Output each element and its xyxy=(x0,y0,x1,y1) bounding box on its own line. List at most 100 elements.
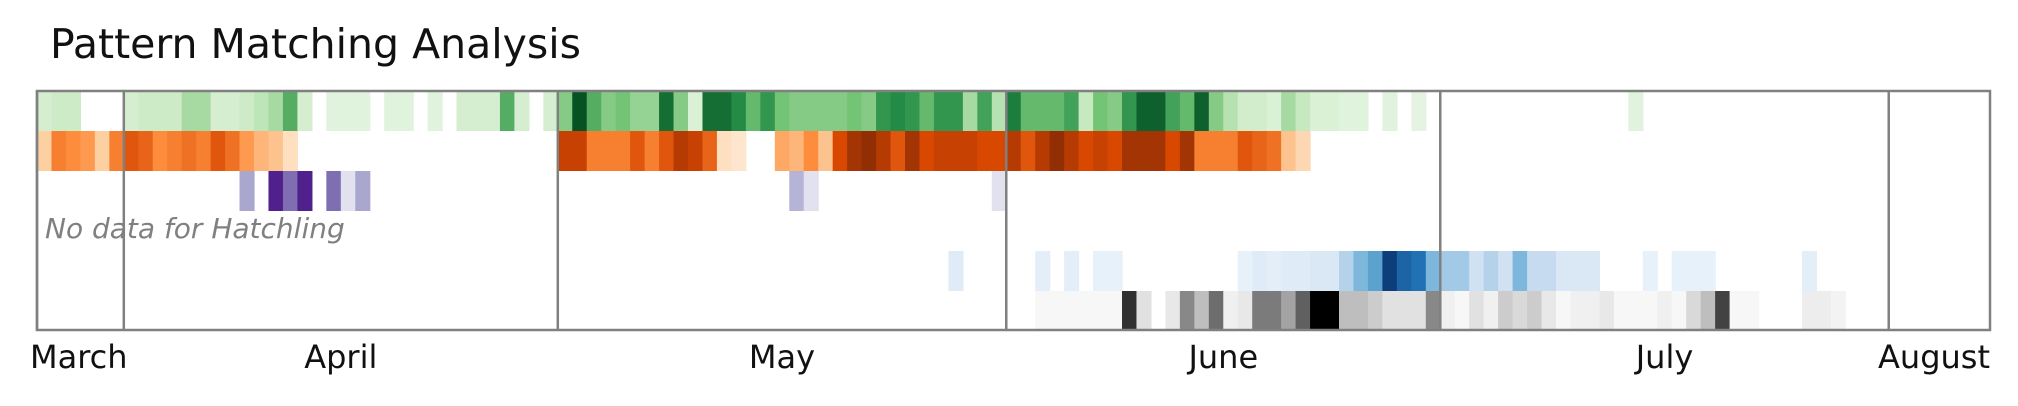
heat-cell-green xyxy=(485,91,501,131)
heat-cell-purple xyxy=(803,171,819,211)
heat-cell-blue xyxy=(1425,251,1441,291)
heat-cell-orange xyxy=(94,131,110,171)
heat-cell-green xyxy=(181,91,197,131)
chart-title: Pattern Matching Analysis xyxy=(50,20,581,68)
heat-cell-green xyxy=(731,91,747,131)
heat-cell-gray xyxy=(1556,291,1572,331)
heat-cell-blue xyxy=(1642,251,1658,291)
heat-cell-orange xyxy=(80,131,96,171)
heat-cell-gray xyxy=(1425,291,1441,331)
heat-cell-green xyxy=(760,91,776,131)
heat-cell-orange xyxy=(572,131,588,171)
heat-cell-green xyxy=(543,91,559,131)
heat-cell-gray xyxy=(1281,291,1297,331)
heat-cell-blue xyxy=(1469,251,1485,291)
heat-cell-orange xyxy=(1194,131,1210,171)
heat-cell-green xyxy=(268,91,284,131)
heat-cell-gray xyxy=(1801,291,1817,331)
heat-cell-gray xyxy=(1830,291,1846,331)
heat-cell-green xyxy=(297,91,313,131)
heat-cell-green xyxy=(1122,91,1138,131)
heat-cell-orange xyxy=(282,131,298,171)
heat-cell-green xyxy=(1165,91,1181,131)
heat-cell-green xyxy=(818,91,834,131)
heat-cell-gray xyxy=(1367,291,1383,331)
heat-cell-blue xyxy=(1570,251,1586,291)
heat-cell-purple xyxy=(355,171,371,211)
heat-cell-green xyxy=(65,91,81,131)
heat-cell-blue xyxy=(1801,251,1817,291)
heat-cell-gray xyxy=(1064,291,1080,331)
heat-cell-gray xyxy=(1700,291,1716,331)
heat-cell-orange xyxy=(1165,131,1181,171)
heat-cell-green xyxy=(1237,91,1253,131)
heat-cell-green xyxy=(832,91,848,131)
heat-cell-green xyxy=(1049,91,1065,131)
heat-cell-orange xyxy=(933,131,949,171)
heat-cell-orange xyxy=(615,131,631,171)
heat-cell-green xyxy=(977,91,993,131)
heat-cell-purple xyxy=(268,171,284,211)
heat-cell-gray xyxy=(1324,291,1340,331)
heat-cell-orange xyxy=(861,131,877,171)
heat-cell-gray xyxy=(1483,291,1499,331)
heat-cell-orange xyxy=(731,131,747,171)
heat-cell-green xyxy=(499,91,515,131)
heat-cell-orange xyxy=(109,131,125,171)
plot-border xyxy=(35,89,1992,332)
heat-cell-green xyxy=(1324,91,1340,131)
heat-cell-green xyxy=(1107,91,1123,131)
heat-cell-orange xyxy=(167,131,183,171)
heat-cell-green xyxy=(890,91,906,131)
heat-cell-green xyxy=(803,91,819,131)
heat-cell-green xyxy=(745,91,761,131)
heat-cell-blue xyxy=(1107,251,1123,291)
heat-cell-green xyxy=(1252,91,1268,131)
heat-cell-green xyxy=(847,91,863,131)
heat-cell-blue xyxy=(1584,251,1600,291)
heat-cell-orange xyxy=(51,131,67,171)
heat-cell-green xyxy=(1223,91,1239,131)
heat-cell-orange xyxy=(1136,131,1152,171)
heat-cell-purple xyxy=(297,171,313,211)
heat-cell-gray xyxy=(1266,291,1282,331)
heat-cell-orange xyxy=(630,131,646,171)
heat-cell-gray xyxy=(1252,291,1268,331)
heat-cell-green xyxy=(962,91,978,131)
heat-cell-green xyxy=(630,91,646,131)
heat-cell-blue xyxy=(1266,251,1282,291)
heat-cell-purple xyxy=(239,171,255,211)
heat-cell-gray xyxy=(1527,291,1543,331)
heat-cell-orange xyxy=(254,131,270,171)
heat-cell-green xyxy=(239,91,255,131)
heat-cell-orange xyxy=(1078,131,1094,171)
heat-cell-green xyxy=(355,91,371,131)
heat-cell-green xyxy=(905,91,921,131)
heat-cell-purple xyxy=(789,171,805,211)
heat-cell-gray xyxy=(1122,291,1138,331)
heat-cell-blue xyxy=(1440,251,1456,291)
heat-cell-orange xyxy=(1049,131,1065,171)
heat-cell-orange xyxy=(659,131,675,171)
heat-cell-blue xyxy=(1353,251,1369,291)
heat-cell-green xyxy=(138,91,154,131)
heat-cell-green xyxy=(1006,91,1022,131)
heat-cell-green xyxy=(152,91,168,131)
heat-cell-orange xyxy=(181,131,197,171)
heat-cell-green xyxy=(282,91,298,131)
heat-cell-orange xyxy=(1281,131,1297,171)
heat-cell-blue xyxy=(1237,251,1253,291)
heat-cell-green xyxy=(1093,91,1109,131)
heat-cell-gray xyxy=(1642,291,1658,331)
heat-cell-orange xyxy=(1266,131,1282,171)
x-tick-label: March xyxy=(30,338,128,376)
heat-cell-orange xyxy=(702,131,718,171)
heat-cell-blue xyxy=(1556,251,1572,291)
heat-cell-orange xyxy=(847,131,863,171)
heat-cell-orange xyxy=(1122,131,1138,171)
heat-cell-gray xyxy=(1498,291,1514,331)
heat-cell-blue xyxy=(1483,251,1499,291)
heat-cell-green xyxy=(572,91,588,131)
heat-cell-purple xyxy=(326,171,342,211)
heat-cell-orange xyxy=(803,131,819,171)
